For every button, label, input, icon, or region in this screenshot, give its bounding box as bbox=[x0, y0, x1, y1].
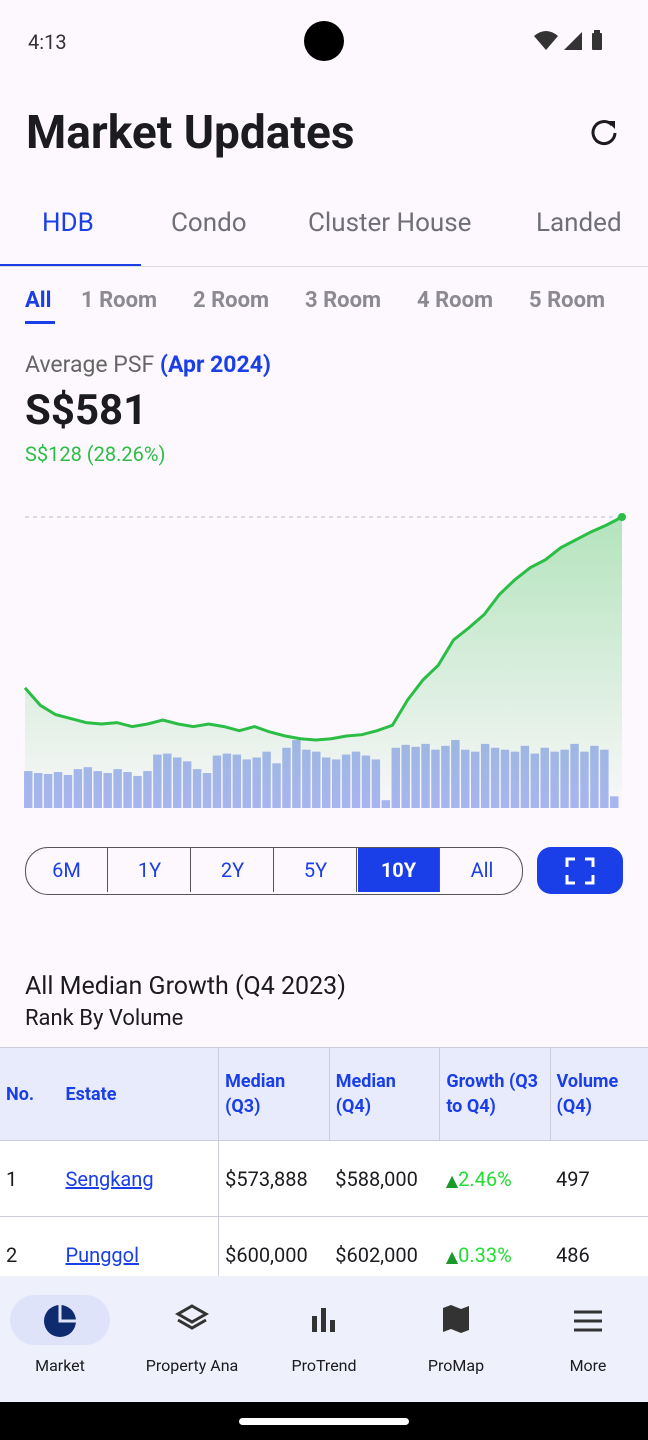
room-tab-underline bbox=[25, 321, 55, 324]
psf-label: Average PSF (Apr 2024) bbox=[25, 351, 271, 378]
table-row: 1 Sengkang $573,888 $588,000 ▲2.46% 497 bbox=[0, 1140, 648, 1217]
price-area bbox=[25, 517, 622, 808]
refresh-button[interactable] bbox=[588, 116, 620, 148]
range-button[interactable]: 10Y bbox=[358, 848, 440, 892]
table-cell: ▲2.46% bbox=[439, 1140, 551, 1217]
psf-value: S$581 bbox=[25, 386, 148, 435]
table-cell[interactable]: Sengkang bbox=[59, 1140, 219, 1217]
cell-text: 486 bbox=[556, 1242, 590, 1267]
nav-item[interactable]: Property Ana bbox=[145, 1356, 239, 1375]
range-button[interactable]: 5Y bbox=[275, 848, 357, 892]
psf-label-text: Average PSF bbox=[25, 351, 155, 378]
camera-cutout bbox=[304, 21, 344, 61]
cell-text: $573,888 bbox=[225, 1166, 308, 1191]
range-selector: 6M 1Y 2Y 5Y 10Y All bbox=[25, 847, 523, 895]
column-header: Estate bbox=[59, 1047, 219, 1141]
bottom-nav bbox=[0, 1276, 648, 1402]
estate-link[interactable]: Sengkang bbox=[65, 1166, 154, 1191]
range-button[interactable]: 1Y bbox=[109, 848, 191, 892]
room-tab[interactable]: 3 Room bbox=[305, 288, 382, 313]
range-button[interactable]: 6M bbox=[26, 848, 108, 892]
tab-indicator bbox=[0, 264, 141, 267]
nav-item[interactable]: ProTrend bbox=[291, 1356, 357, 1375]
room-tab[interactable]: 1 Room bbox=[81, 288, 158, 313]
room-tab[interactable]: 5 Room bbox=[529, 288, 606, 313]
last-point bbox=[618, 513, 626, 521]
column-header: No. bbox=[0, 1047, 60, 1141]
price-line bbox=[23, 515, 623, 742]
cell-text: $602,000 bbox=[335, 1242, 418, 1267]
status-icons bbox=[534, 30, 602, 50]
table-cell: $600,000 bbox=[218, 1216, 330, 1292]
cell-text: $588,000 bbox=[335, 1166, 418, 1191]
table-cell: $588,000 bbox=[329, 1140, 440, 1217]
up-arrow: ▲ bbox=[445, 1170, 459, 1190]
cell-text: 2.46% bbox=[458, 1166, 512, 1191]
psf-period: (Apr 2024) bbox=[159, 351, 271, 378]
category-tab[interactable]: HDB bbox=[42, 208, 94, 238]
range-button[interactable]: 2Y bbox=[192, 848, 274, 892]
range-button[interactable]: All bbox=[470, 858, 494, 882]
column-header: Volume (Q4) bbox=[549, 1047, 648, 1141]
category-tab[interactable]: Cluster House bbox=[308, 208, 472, 238]
cell-text: 2 bbox=[6, 1242, 18, 1267]
section-title: All Median Growth (Q4 2023) bbox=[25, 972, 346, 1001]
room-tab[interactable]: All bbox=[25, 288, 52, 313]
status-time: 4:13 bbox=[28, 30, 67, 54]
table-cell: 1 bbox=[0, 1140, 60, 1217]
room-tab[interactable]: 2 Room bbox=[193, 288, 270, 313]
cell-text: 497 bbox=[556, 1166, 590, 1191]
tab-divider bbox=[0, 266, 648, 267]
cell-text: $600,000 bbox=[225, 1242, 308, 1267]
table-cell: 497 bbox=[550, 1140, 648, 1217]
cell-text: 0.33% bbox=[458, 1242, 512, 1267]
category-tab[interactable]: Landed bbox=[536, 208, 622, 238]
room-tab[interactable]: 4 Room bbox=[417, 288, 494, 313]
price-chart bbox=[23, 513, 626, 808]
column-header: Growth (Q3 to Q4) bbox=[439, 1047, 551, 1141]
growth-table: No. Estate Median (Q3) Median (Q4) Growth (Q… bbox=[0, 1047, 648, 1292]
nav-item[interactable]: Market bbox=[35, 1356, 85, 1375]
home-indicator bbox=[239, 1418, 409, 1425]
category-tab[interactable]: Condo bbox=[171, 208, 247, 238]
page-title: Market Updates bbox=[26, 106, 355, 160]
table-row: 2 Punggol $600,000 $602,000 ▲0.33% 486 bbox=[0, 1216, 648, 1292]
cell-text: 1 bbox=[6, 1166, 18, 1191]
column-header: Median (Q3) bbox=[218, 1047, 330, 1141]
up-arrow: ▲ bbox=[445, 1246, 459, 1266]
section-subtitle: Rank By Volume bbox=[25, 1006, 184, 1031]
estate-link[interactable]: Punggol bbox=[65, 1242, 139, 1267]
nav-item[interactable]: More bbox=[569, 1356, 607, 1375]
table-cell: $573,888 bbox=[218, 1140, 330, 1217]
fullscreen-button[interactable] bbox=[537, 847, 623, 894]
nav-icons bbox=[44, 1304, 602, 1337]
psf-change: S$128 (28.26%) bbox=[25, 442, 166, 466]
column-header: Median (Q4) bbox=[328, 1047, 440, 1141]
nav-item[interactable]: ProMap bbox=[427, 1356, 485, 1375]
